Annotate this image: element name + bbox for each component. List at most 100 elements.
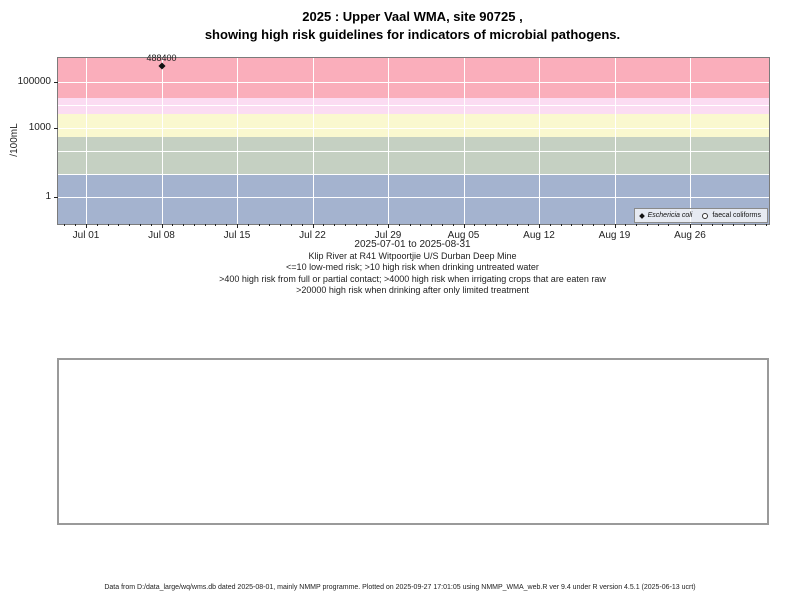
- x-tick-minor: [183, 224, 185, 226]
- legend-item: Eschericia coli: [638, 212, 692, 219]
- x-tick-minor: [301, 224, 303, 226]
- x-tick-minor: [646, 224, 648, 226]
- x-tick-minor: [592, 224, 594, 226]
- x-tick-label: Jul 08: [148, 230, 175, 241]
- guideline-line-2: >400 high risk from full or partial cont…: [219, 273, 606, 284]
- x-tick-minor: [754, 224, 756, 226]
- x-tick-minor: [506, 224, 508, 226]
- x-tick-minor: [420, 224, 422, 226]
- x-axis-title: 2025-07-01 to 2025-08-31: [354, 239, 471, 250]
- risk-band: [58, 114, 769, 138]
- x-tick-label: Aug 12: [523, 230, 555, 241]
- y-tick: [54, 82, 58, 83]
- x-tick-minor: [193, 224, 195, 226]
- x-tick-minor: [700, 224, 702, 226]
- v-gridline: [312, 58, 314, 224]
- x-tick-major: [388, 224, 389, 228]
- x-tick-minor: [150, 224, 152, 226]
- x-tick-minor: [474, 224, 476, 226]
- x-tick-minor: [139, 224, 141, 226]
- h-gridline: [58, 174, 769, 175]
- y-tick-label: 1000: [28, 121, 51, 133]
- y-axis-title: /100mL: [9, 123, 20, 157]
- y-tick: [54, 128, 58, 129]
- open-circle-icon: [702, 212, 709, 219]
- h-gridline: [58, 151, 769, 152]
- plot-area: Jul 01 Jul 08 Jul 15 Jul 22 Jul 29 Aug 05 Aug …: [18, 53, 770, 241]
- x-tick-label: Jul 29: [374, 230, 402, 241]
- x-tick-minor: [528, 224, 530, 226]
- x-tick-minor: [215, 224, 217, 226]
- x-tick-label: Jul 22: [299, 230, 326, 241]
- x-tick-label: Aug 26: [674, 230, 706, 241]
- x-tick-minor: [334, 224, 336, 226]
- x-tick-minor: [172, 224, 174, 226]
- x-tick-minor: [344, 224, 346, 226]
- data-point-label: 488400: [146, 53, 177, 64]
- h-gridline: [58, 128, 769, 129]
- x-tick-major: [463, 224, 465, 228]
- v-gridline: [614, 58, 616, 224]
- risk-band: [58, 98, 769, 115]
- x-tick-minor: [452, 224, 454, 226]
- v-gridline: [161, 58, 163, 224]
- x-tick-major: [161, 224, 163, 228]
- h-gridline: [58, 82, 769, 83]
- x-tick-label: Jul 15: [223, 230, 251, 241]
- x-tick-major: [539, 224, 540, 228]
- x-tick-minor: [549, 224, 551, 226]
- site-description: Klip River at R41 Witpoortjie U/S Durban…: [308, 251, 517, 261]
- caption-block: 2025-07-01 to 2025-08-31 Klip River at R…: [57, 238, 768, 296]
- x-tick-minor: [377, 224, 379, 226]
- x-tick-minor: [582, 224, 584, 226]
- x-tick-minor: [64, 224, 66, 226]
- x-tick-label: Jul 01: [72, 230, 100, 241]
- y-tick-label: 1: [45, 190, 51, 202]
- x-tick-minor: [204, 224, 206, 226]
- v-gridline: [86, 58, 87, 224]
- x-tick-minor: [743, 224, 745, 226]
- x-tick-minor: [679, 224, 681, 226]
- v-gridline: [388, 58, 389, 224]
- y-tick: [54, 197, 58, 198]
- chart-title-line1: 2025 : Upper Vaal WMA, site 90725 ,: [302, 9, 523, 24]
- x-tick-minor: [431, 224, 433, 226]
- h-gridline: [58, 105, 769, 106]
- x-tick-minor: [409, 224, 411, 226]
- x-tick-minor: [603, 224, 605, 226]
- x-tick-minor: [722, 224, 724, 226]
- x-tick-minor: [560, 224, 562, 226]
- x-tick-minor: [668, 224, 670, 226]
- x-tick-label: Aug 19: [598, 230, 631, 241]
- risk-band: [58, 58, 769, 99]
- x-tick-minor: [96, 224, 98, 226]
- x-tick-minor: [495, 224, 497, 226]
- legend: Eschericia coli faecal coliforms: [633, 208, 768, 223]
- x-tick-minor: [625, 224, 627, 226]
- x-tick-minor: [711, 224, 713, 226]
- chart-title: 2025 : Upper Vaal WMA, site 90725 , show…: [57, 8, 768, 44]
- risk-band: [58, 137, 769, 174]
- h-gridline: [58, 197, 769, 198]
- x-tick-minor: [355, 224, 357, 226]
- x-tick-minor: [441, 224, 443, 226]
- x-tick-minor: [517, 224, 519, 226]
- x-tick-minor: [366, 224, 368, 226]
- x-tick-label: Aug 05: [447, 230, 480, 241]
- x-tick-minor: [398, 224, 400, 226]
- x-tick-minor: [226, 224, 228, 226]
- x-tick-minor: [107, 224, 109, 226]
- chart-title-line2: showing high risk guidelines for indicat…: [204, 27, 621, 42]
- x-tick-minor: [657, 224, 659, 226]
- v-gridline: [463, 58, 465, 224]
- guideline-line-3: >20000 high risk when drinking after onl…: [296, 284, 529, 295]
- footer-note: Data from D:/data_large/wq/wms.db dated …: [104, 584, 696, 591]
- x-tick-minor: [765, 224, 767, 226]
- x-tick-major: [690, 224, 691, 228]
- x-tick-minor: [290, 224, 292, 226]
- x-tick-major: [614, 224, 616, 228]
- y-tick-label: 100000: [17, 75, 51, 87]
- legend-item: faecal coliforms: [702, 212, 761, 219]
- x-tick-minor: [323, 224, 325, 226]
